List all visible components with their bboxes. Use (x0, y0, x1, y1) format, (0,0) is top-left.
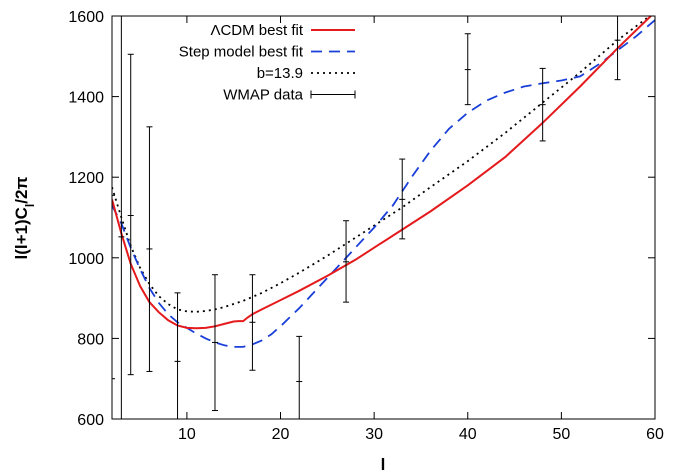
data-point (127, 53, 134, 376)
plot-frame (111, 15, 656, 420)
data-point (539, 67, 546, 142)
x-tick-label: 10 (178, 426, 196, 443)
data-point (249, 274, 256, 371)
x-axis-label: l (381, 455, 386, 473)
x-tick-label: 40 (459, 426, 477, 443)
error-bar-layer (112, 16, 621, 419)
data-point (174, 292, 181, 419)
y-tick-label: 1000 (68, 251, 104, 268)
series-line-b-13-9 (112, 16, 652, 313)
data-point (296, 335, 303, 419)
series-layer (112, 16, 655, 348)
series-line-cdm-best-fit (112, 16, 653, 330)
x-tick-label: 60 (646, 426, 664, 443)
data-point (211, 274, 218, 412)
data-point (118, 16, 125, 419)
legend-label: b=13.9 (257, 65, 303, 82)
y-tick-label: 1600 (68, 9, 104, 26)
y-tick-label: 1200 (68, 170, 104, 187)
y-tick-label: 600 (77, 412, 104, 429)
x-tick-label: 20 (272, 426, 290, 443)
legend-label: ΛCDM best fit (210, 22, 303, 39)
tick-layer: 10 20 30 40 50 60 600 800 1000 1200 1400 1600 (68, 9, 664, 443)
y-axis-label-suffix: /2π (12, 177, 31, 204)
data-point (614, 16, 621, 81)
x-tick-label: 30 (365, 426, 383, 443)
y-axis-label-main: l(l+1)C (12, 207, 31, 259)
y-axis-label-subscript: l (23, 204, 37, 207)
data-point (146, 126, 153, 372)
series-line-step-model-best-fit (112, 19, 655, 348)
data-point (112, 16, 115, 380)
data-point (464, 33, 471, 106)
y-tick-label: 1400 (68, 90, 104, 107)
y-axis-label: l(l+1)Cl/2π (12, 177, 37, 260)
legend-label: Step model best fit (179, 44, 304, 61)
legend-label: WMAP data (223, 87, 303, 104)
x-tick-label: 50 (552, 426, 570, 443)
y-tick-label: 800 (77, 331, 104, 348)
data-point (399, 158, 406, 240)
legend: ΛCDM best fit Step model best fit b=13.9 WM… (179, 22, 356, 104)
data-point (343, 220, 350, 303)
